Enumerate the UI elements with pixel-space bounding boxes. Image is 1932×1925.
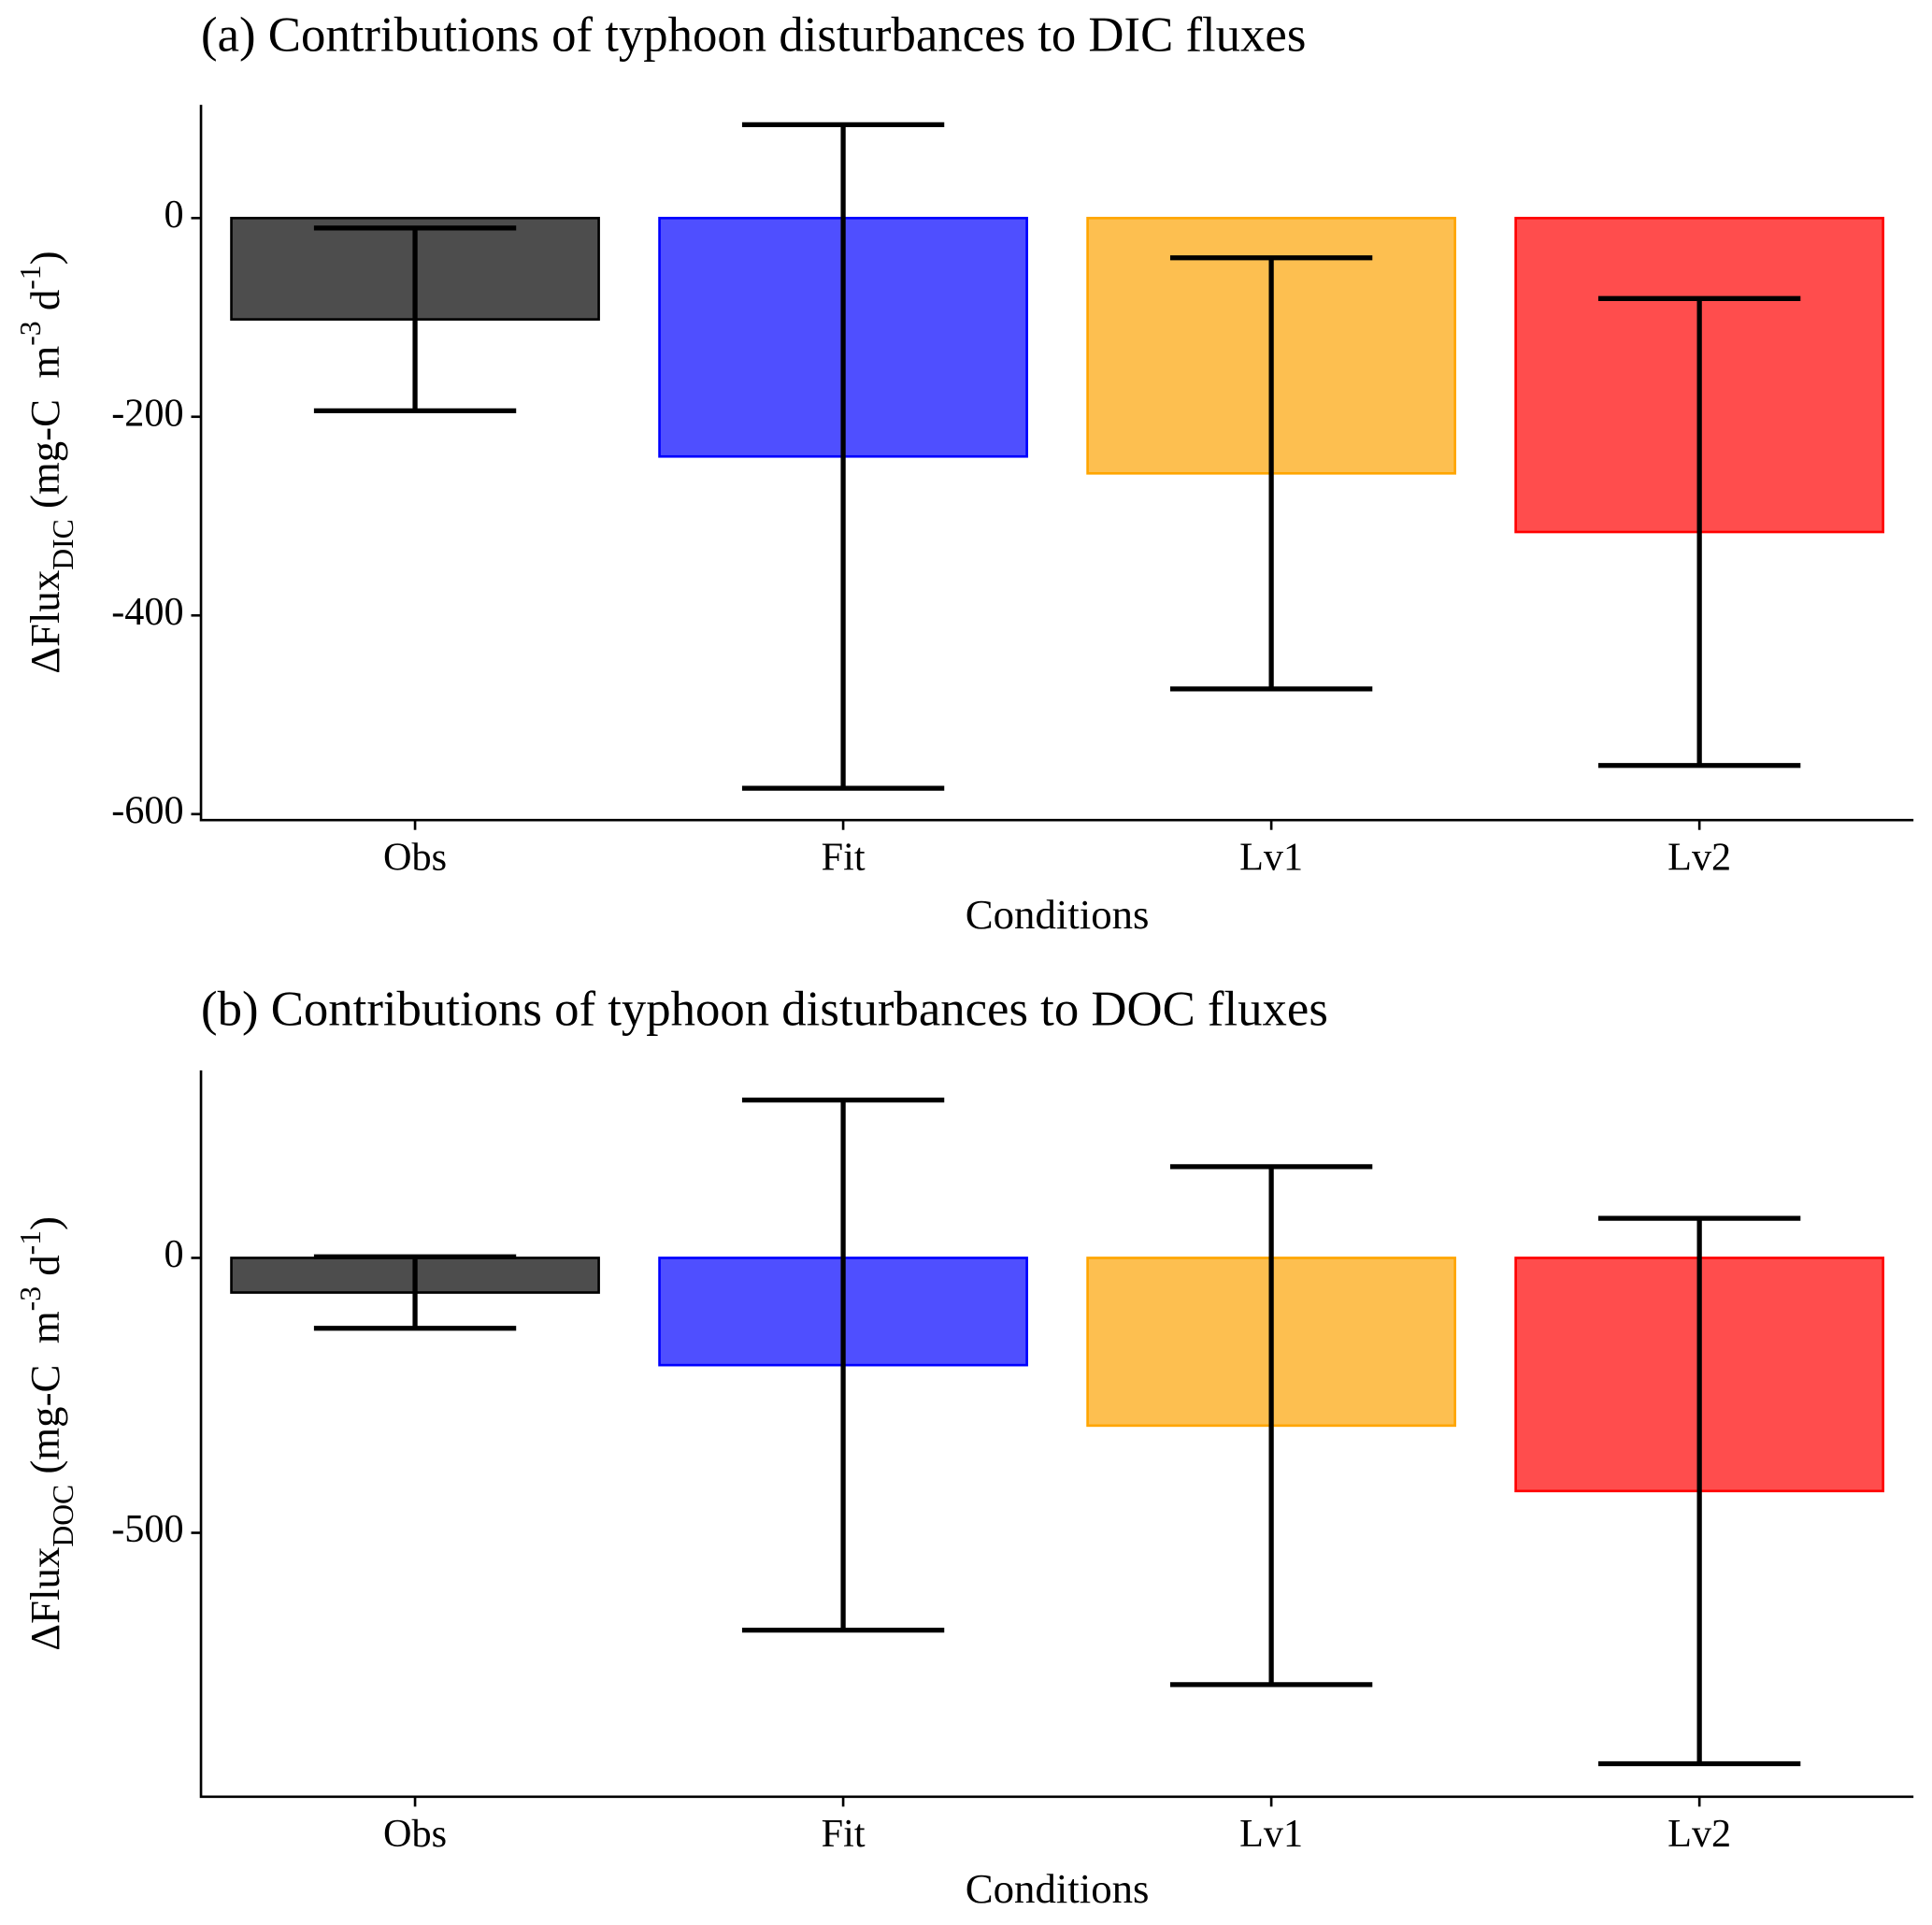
x-axis-label: Conditions — [966, 891, 1150, 938]
y-tick-label: 0 — [164, 1232, 183, 1276]
y-tick-label: 0 — [164, 193, 183, 237]
y-axis-label-part: -1 — [14, 1230, 47, 1255]
x-tick-label: Lv1 — [1239, 835, 1303, 879]
y-axis-label-part: DIC — [47, 519, 79, 570]
x-tick-label: Obs — [383, 835, 447, 879]
x-axis-label: Conditions — [966, 1865, 1150, 1912]
y-tick-label: -600 — [111, 788, 183, 832]
y-axis-label-part: -3 — [14, 321, 47, 345]
y-axis-label-part: ) — [21, 1216, 68, 1230]
y-tick-label: -400 — [111, 590, 183, 634]
error-bar — [313, 1254, 517, 1331]
y-axis-label-part: ΔFlux — [21, 1547, 68, 1651]
x-tick-label: Lv2 — [1667, 1812, 1731, 1856]
error-bar — [1169, 1164, 1373, 1688]
y-axis-label-part: ΔFlux — [21, 570, 68, 674]
y-axis-label: ΔFluxDIC (mg-C m-3 d-1) — [14, 251, 79, 673]
error-bar — [313, 225, 517, 414]
x-tick-label: Fit — [822, 1812, 866, 1856]
y-axis-label-part: (mg-C m — [21, 346, 68, 520]
x-tick-label: Lv1 — [1239, 1812, 1303, 1856]
y-axis-label-part: -3 — [14, 1286, 47, 1311]
x-tick-label: Fit — [822, 835, 866, 879]
y-axis-label-part: ) — [21, 251, 68, 265]
y-axis-label-part: d — [21, 1255, 68, 1286]
error-bar — [1597, 295, 1801, 769]
chart-title: (a) Contributions of typhoon disturbance… — [201, 7, 1306, 62]
y-axis-label-part: d — [21, 290, 68, 322]
error-bar — [1169, 255, 1373, 692]
x-tick-label: Obs — [383, 1812, 447, 1856]
error-bar — [741, 1098, 945, 1633]
error-bar — [1597, 1215, 1801, 1767]
chart-title: (b) Contributions of typhoon disturbance… — [201, 982, 1328, 1036]
y-axis-label-part: (mg-C m — [21, 1311, 68, 1485]
y-tick-label: -200 — [111, 391, 183, 435]
error-bar — [741, 122, 945, 791]
y-axis-label: ΔFluxDOC (mg-C m-3 d-1) — [14, 1216, 79, 1651]
axis-line — [199, 105, 1914, 822]
axis-line — [199, 1070, 1914, 1799]
x-tick-label: Lv2 — [1667, 835, 1731, 879]
y-axis-label-part: -1 — [14, 265, 47, 289]
y-axis-label-part: DOC — [47, 1485, 79, 1547]
y-tick-label: -500 — [111, 1507, 183, 1551]
